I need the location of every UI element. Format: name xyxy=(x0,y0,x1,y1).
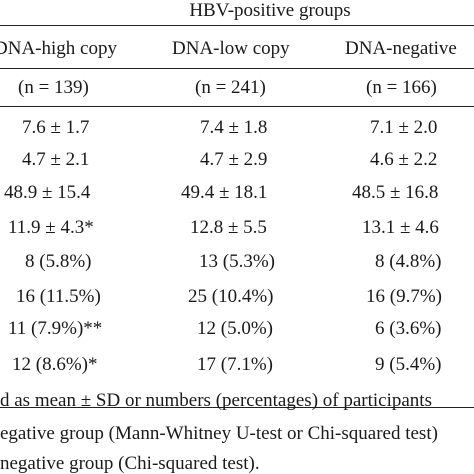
table-cell: 4.6 ± 2.2 xyxy=(370,149,438,170)
table-cell: 4.7 ± 2.1 xyxy=(22,149,90,170)
table-cell: 7.4 ± 1.8 xyxy=(200,117,268,138)
table-cell: 11 (7.9%)** xyxy=(8,318,103,339)
table-cell: 13.1 ± 4.6 xyxy=(362,217,439,238)
table-cell: 9 (5.4%) xyxy=(375,354,442,375)
footnote-3: negative group (Chi-squared test). xyxy=(0,453,260,474)
table-cell: 7.1 ± 2.0 xyxy=(370,117,438,138)
table-cell: 49.4 ± 18.1 xyxy=(181,182,268,203)
table-rule-body xyxy=(0,106,474,107)
table-cell: 16 (11.5%) xyxy=(16,286,101,307)
n-count-high: (n = 139) xyxy=(18,77,89,98)
table-cell: 7.6 ± 1.7 xyxy=(22,117,90,138)
table-cell: 48.9 ± 15.4 xyxy=(4,182,91,203)
footnote-2: egative group (Mann-Whitney U-test or Ch… xyxy=(0,423,438,444)
table-cell: 12.8 ± 5.5 xyxy=(190,217,267,238)
table-cell: 13 (5.3%) xyxy=(199,251,275,272)
table-cell: 12 (8.6%)* xyxy=(12,354,98,375)
table-rule-header xyxy=(0,68,474,69)
footnote-1: d as mean ± SD or numbers (percentages) … xyxy=(0,390,432,411)
table-cell: 8 (4.8%) xyxy=(375,251,442,272)
n-count-negative: (n = 166) xyxy=(366,77,437,98)
column-header-dna-negative: DNA-negative xyxy=(345,38,457,59)
table-cell: 11.9 ± 4.3* xyxy=(8,217,94,238)
table-cell: 48.5 ± 16.8 xyxy=(352,182,439,203)
table-rule-top xyxy=(0,25,474,26)
table-cell: 6 (3.6%) xyxy=(375,318,442,339)
table-cell: 17 (7.1%) xyxy=(197,354,273,375)
table-cell: 16 (9.7%) xyxy=(366,286,442,307)
n-count-low: (n = 241) xyxy=(195,77,266,98)
table-rule-bottom xyxy=(0,407,474,408)
table-cell: 25 (10.4%) xyxy=(188,286,274,307)
table-cell: 8 (5.8%) xyxy=(25,251,92,272)
table-cell: 12 (5.0%) xyxy=(197,318,273,339)
group-heading: HBV-positive groups xyxy=(189,0,351,21)
table-cell: 4.7 ± 2.9 xyxy=(200,149,268,170)
column-header-dna-low-copy: DNA-low copy xyxy=(172,38,290,59)
column-header-dna-high-copy: DNA-high copy xyxy=(0,38,117,59)
